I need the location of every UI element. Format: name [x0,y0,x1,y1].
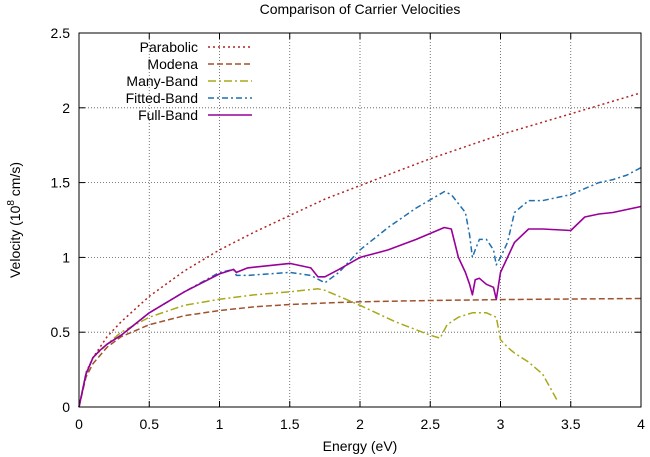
legend-label: Many-Band [126,73,198,89]
x-axis-label: Energy (eV) [323,438,398,454]
x-tick-labels: 0 0.5 1 1.5 2 2.5 3 3.5 4 [75,416,645,432]
y-axis-label: Velocity (108 cm/s) [6,162,23,278]
y-tick-label: 2.5 [51,25,71,41]
y-tick-labels: 0 0.5 1 1.5 2 2.5 [51,25,71,415]
y-tick-label: 1 [62,249,70,265]
series-line-modena [78,297,642,408]
y-tick-label: 1.5 [51,175,71,191]
plot-frame [78,32,642,408]
y-axis-label-exponent: 8 [6,200,17,206]
x-tick-label: 3 [497,416,505,432]
series-line-fitted-band [78,166,642,408]
series-line-full-band [78,205,642,408]
series-line-many-band [78,288,558,408]
y-tick-label: 2 [62,100,70,116]
grid [79,33,641,407]
x-tick-label: 1.5 [280,416,300,432]
x-tick-label: 2 [356,416,364,432]
x-tick-label: 0.5 [140,416,160,432]
series-line-parabolic [78,92,642,408]
chart-title: Comparison of Carrier Velocities [260,1,461,17]
x-tick-label: 0 [75,416,83,432]
series-lines [78,92,642,408]
x-tick-label: 2.5 [421,416,441,432]
x-tick-label: 3.5 [561,416,581,432]
x-tick-label: 4 [637,416,645,432]
y-axis-label-prefix: Velocity (10 [7,205,23,278]
y-axis-label-suffix: cm/s) [7,162,23,200]
x-tick-label: 1 [216,416,224,432]
legend-label: Full-Band [138,107,198,123]
y-tick-label: 0 [62,399,70,415]
legend-label: Fitted-Band [126,90,198,106]
legend-label: Modena [147,56,198,72]
y-tick-label: 0.5 [51,324,71,340]
legend: ParabolicModenaMany-BandFitted-BandFull-… [126,39,252,123]
legend-label: Parabolic [140,39,198,55]
